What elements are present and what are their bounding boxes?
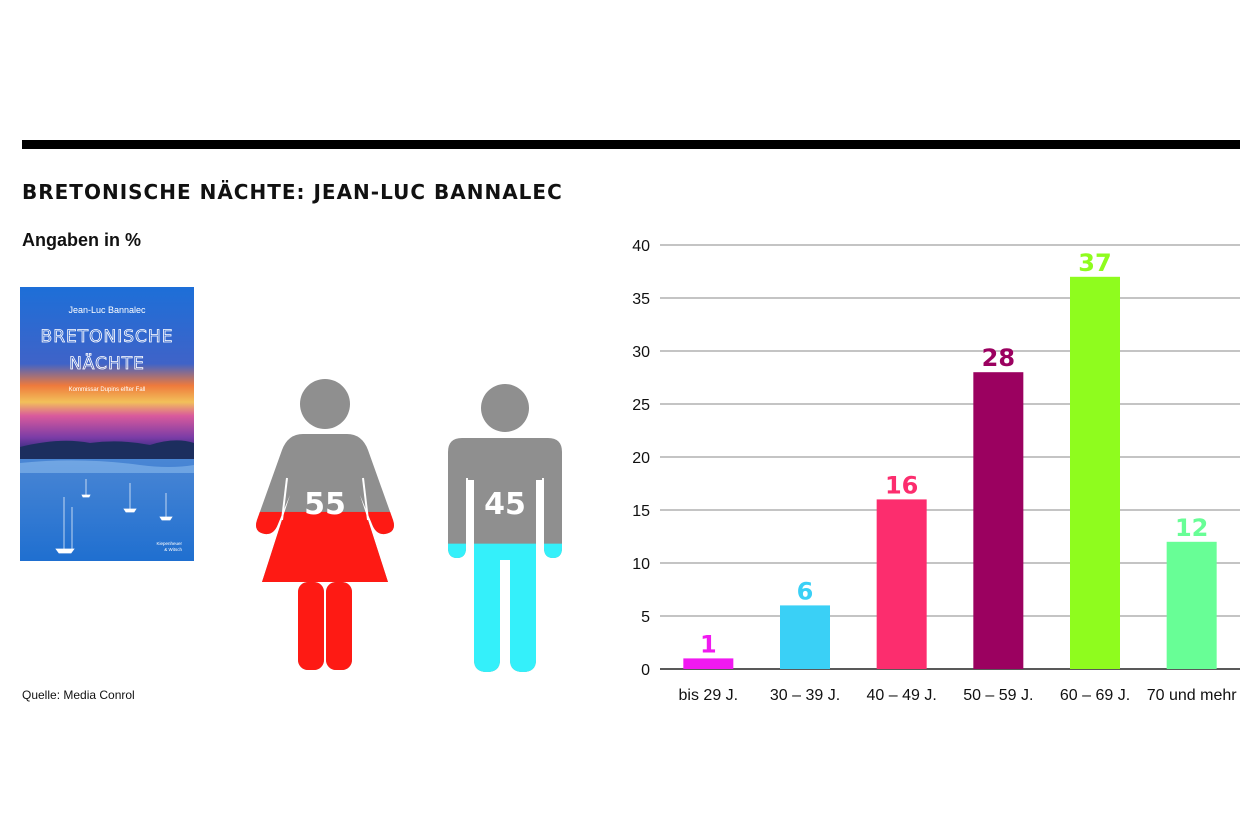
bar (876, 499, 927, 669)
cover-publisher-line2: & Witsch (164, 547, 182, 552)
x-category-label: 70 und mehr (1147, 687, 1238, 704)
bar (1166, 541, 1217, 669)
female-share-fill (256, 511, 394, 670)
bar-value-label: 16 (885, 471, 918, 499)
bar-value-label: 12 (1175, 514, 1208, 542)
x-category-label: 50 – 59 J. (963, 687, 1033, 704)
y-tick-label: 15 (632, 503, 650, 520)
y-tick-label: 20 (632, 450, 650, 467)
male-figure-icon (448, 384, 562, 672)
y-tick-label: 5 (641, 609, 650, 626)
x-category-label: 30 – 39 J. (770, 687, 840, 704)
bar (1070, 276, 1120, 669)
y-tick-label: 40 (632, 238, 650, 255)
age-bar-chart-svg: 0 5 10 15 20 25 30 35 40 1 bis 29 J. 6 30 – 39 J. 16 4… (632, 238, 1240, 704)
cover-author: Jean-Luc Bannalec (68, 305, 146, 315)
y-tick-label: 0 (641, 662, 650, 679)
gender-split: 55 45 (240, 370, 580, 685)
cover-title-line1: BRETONISCHE (41, 327, 174, 347)
bar-value-label: 1 (700, 630, 717, 658)
x-category-label: 40 – 49 J. (867, 687, 937, 704)
book-cover: Jean-Luc Bannalec BRETONISCHE NÄCHTE Kom… (20, 287, 194, 561)
units-subtitle: Angaben in % (22, 230, 142, 250)
page-title: BRETONISCHE NÄCHTE: JEAN-LUC BANNALEC (22, 180, 563, 204)
bar (683, 658, 734, 669)
y-tick-label: 30 (632, 344, 650, 361)
top-rule (22, 140, 1240, 149)
bar (780, 605, 830, 669)
female-arm-line-right (362, 477, 369, 521)
cover-title-line2: NÄCHTE (69, 353, 145, 374)
cover-subtitle: Kommissar Dupins elfter Fall (69, 387, 146, 393)
y-tick-label: 10 (632, 556, 650, 573)
female-figure-icon (256, 379, 394, 670)
male-percent-label: 45 (484, 487, 526, 522)
cover-publisher-line1: Kiepenheuer (156, 541, 182, 546)
bar-value-label: 6 (797, 577, 814, 605)
bar-value-label: 28 (982, 344, 1015, 372)
y-tick-label: 25 (632, 397, 650, 414)
age-bar-chart: 0 5 10 15 20 25 30 35 40 1 bis 29 J. 6 30 – 39 J. 16 4… (610, 230, 1250, 725)
y-tick-label: 35 (632, 291, 650, 308)
x-category-label: bis 29 J. (679, 687, 739, 704)
x-category-label: 60 – 69 J. (1060, 687, 1130, 704)
male-share-fill (448, 543, 562, 672)
bar (973, 372, 1024, 669)
female-percent-label: 55 (304, 487, 346, 522)
female-arm-line-left (281, 477, 288, 521)
source-note: Quelle: Media Conrol (22, 688, 135, 702)
bar-value-label: 37 (1078, 249, 1111, 277)
